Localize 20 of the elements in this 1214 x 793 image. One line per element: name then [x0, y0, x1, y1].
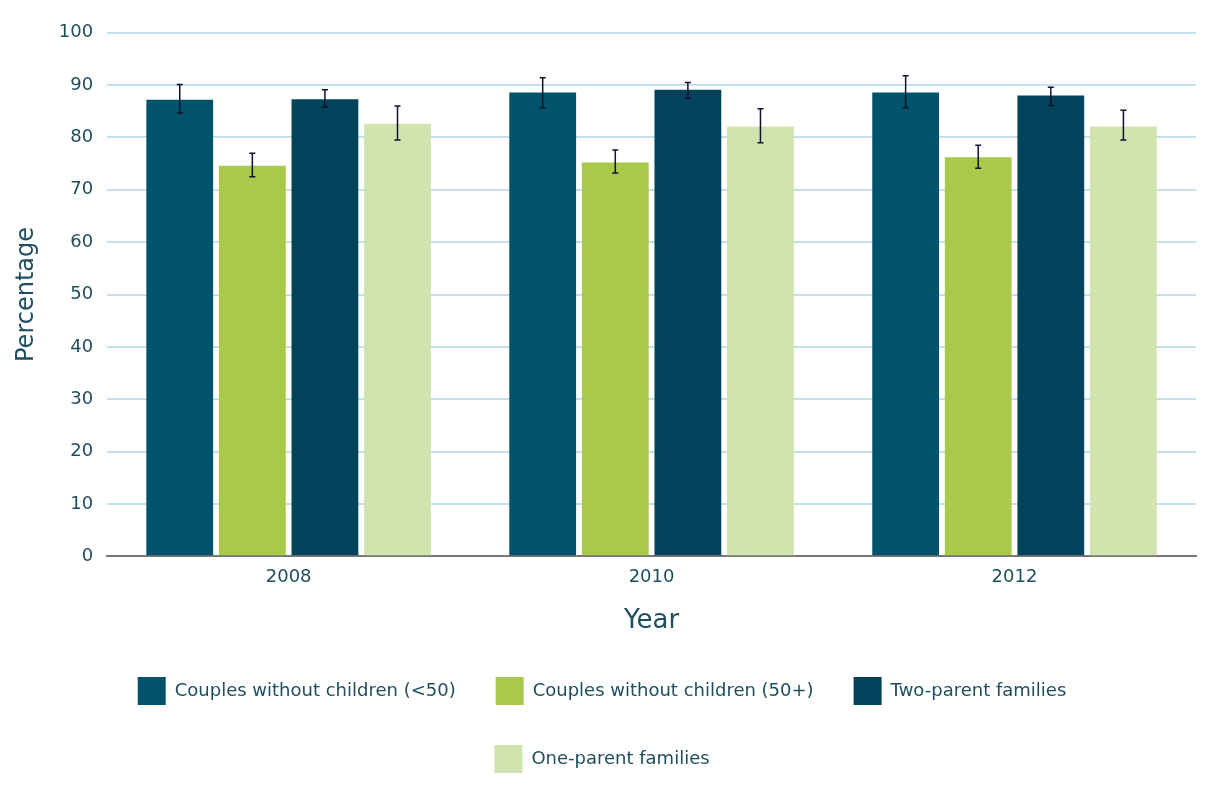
y-tick-label: 60 [70, 229, 94, 251]
x-tick-label: 2012 [991, 564, 1038, 586]
x-tick-label: 2010 [628, 564, 675, 586]
y-tick-label: 100 [58, 20, 94, 42]
y-tick-label: 10 [70, 491, 94, 513]
legend-label: Couples without children (50+) [532, 678, 814, 700]
y-tick-label: 30 [70, 386, 94, 408]
y-tick-label: 20 [70, 439, 94, 461]
y-tick-label: 90 [70, 72, 94, 94]
y-tick-label: 40 [70, 334, 94, 356]
x-axis-title: Year [623, 604, 680, 635]
y-tick-label: 80 [70, 125, 94, 147]
y-tick-label: 0 [81, 543, 94, 565]
legend-label: Couples without children (<50) [174, 678, 456, 700]
y-axis-title: Percentage [10, 226, 39, 363]
y-tick-label: 50 [70, 282, 94, 304]
legend-label: Two-parent families [889, 678, 1067, 700]
y-tick-label: 70 [70, 177, 94, 199]
legend-label: One-parent families [531, 746, 710, 768]
x-tick-label: 2008 [265, 564, 312, 586]
